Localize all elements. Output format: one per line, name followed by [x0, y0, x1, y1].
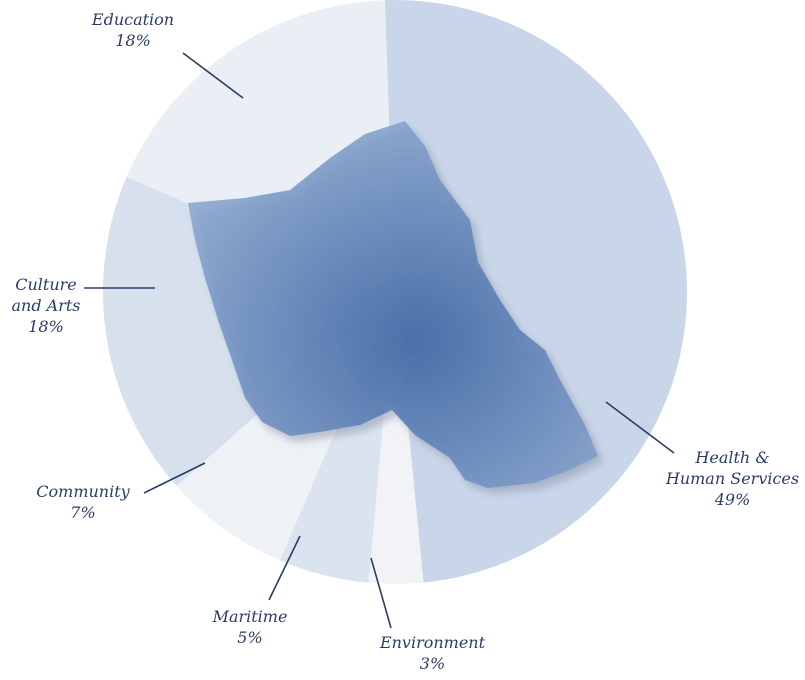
leader-line-maritime	[268, 535, 301, 601]
label-environment: Environment 3%	[379, 633, 486, 673]
leader-lines	[84, 52, 675, 629]
label-maritime: Maritime 5%	[212, 607, 288, 647]
island-silhouette	[188, 121, 598, 488]
label-health-human-services: Health & Human Services 49%	[665, 448, 800, 509]
pie-slice-environment	[368, 292, 424, 585]
label-education: Education 18%	[91, 10, 175, 50]
leader-line-environment	[370, 557, 392, 629]
leader-line-health-human-services	[605, 401, 675, 454]
label-community: Community 7%	[36, 482, 130, 522]
leader-line-education	[182, 52, 244, 99]
label-culture-and-arts: Culture and Arts 18%	[11, 275, 81, 336]
leader-line-community	[143, 462, 206, 494]
